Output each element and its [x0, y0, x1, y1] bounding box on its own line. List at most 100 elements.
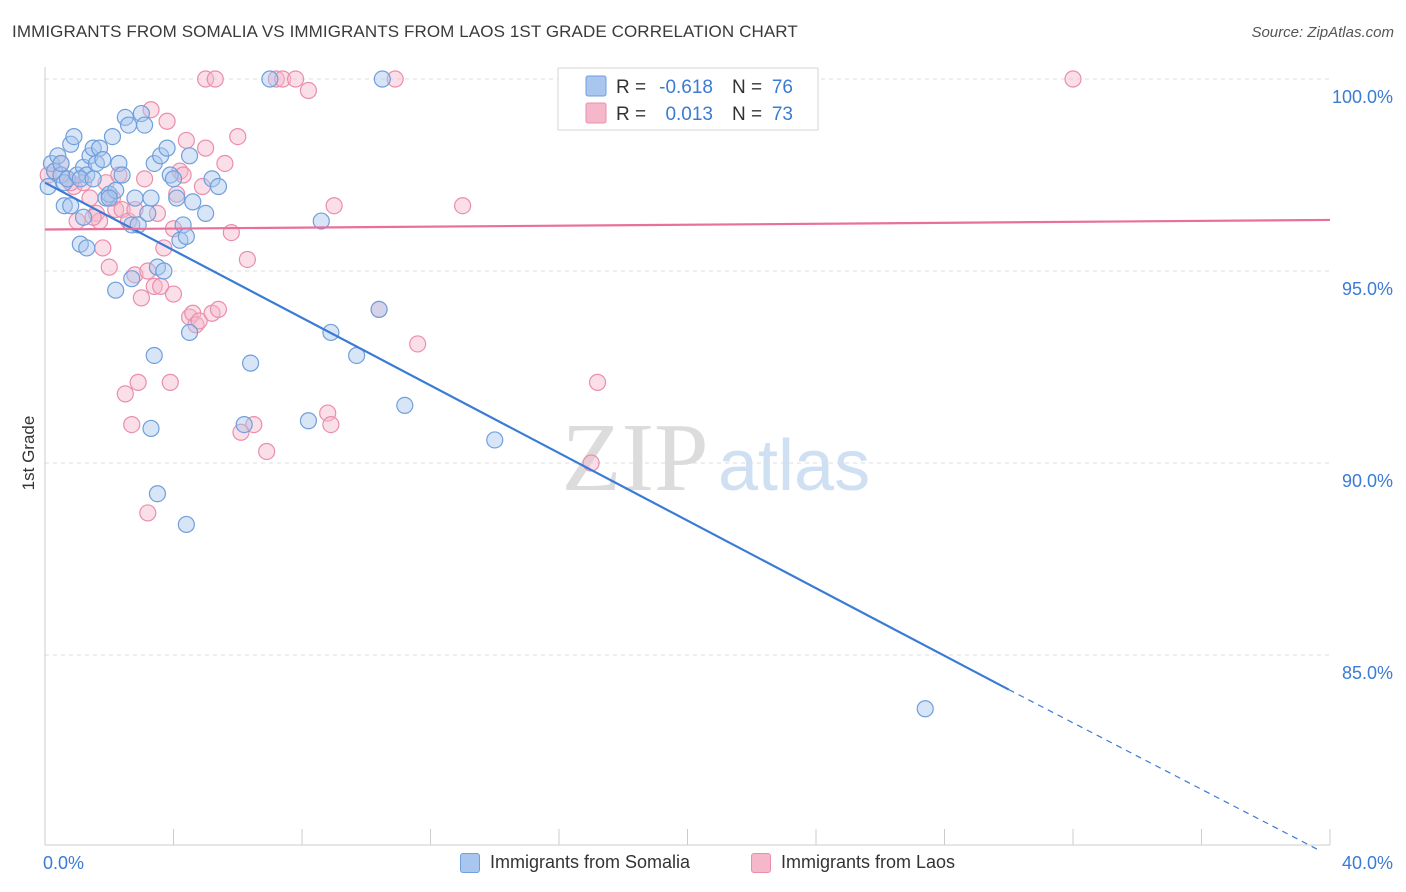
laos-point: [1064, 70, 1082, 88]
somalia-point: [261, 70, 279, 88]
somalia-point: [71, 170, 89, 188]
somalia-point: [126, 189, 144, 207]
source-label: Source: ZipAtlas.com: [1251, 24, 1394, 41]
somalia-point: [84, 170, 102, 188]
series-laos-points: [39, 70, 1082, 522]
legend-item-laos: Immigrants from Laos: [751, 852, 955, 873]
somalia-point: [142, 189, 160, 207]
somalia-point: [119, 116, 138, 134]
laos-point: [245, 416, 263, 434]
somalia-point: [158, 139, 176, 157]
laos-point: [132, 289, 150, 307]
somalia-point: [197, 204, 215, 222]
stats-r-label-laos: R =: [616, 104, 646, 125]
somalia-point: [107, 281, 125, 299]
somalia-point: [396, 396, 414, 414]
somalia-point: [52, 154, 70, 173]
laos-point: [409, 335, 427, 353]
somalia-point: [62, 197, 80, 215]
somalia-point: [142, 419, 160, 438]
laos-point: [588, 373, 607, 391]
stats-r-value-laos: 0.013: [665, 104, 713, 125]
somalia-point: [184, 193, 202, 211]
somalia-point: [103, 128, 122, 146]
laos-point: [386, 70, 404, 88]
laos-point: [148, 204, 167, 222]
legend-label-somalia: Immigrants from Somalia: [490, 852, 691, 872]
laos-point: [454, 197, 472, 215]
y-tick-label: 100.0%: [1332, 87, 1393, 107]
somalia-point: [58, 170, 77, 188]
somalia-point: [916, 700, 934, 718]
x-tick-label: 40.0%: [1342, 853, 1393, 873]
legend-label-laos: Immigrants from Laos: [781, 852, 956, 872]
somalia-point: [299, 412, 318, 430]
grid-lines: [45, 78, 1330, 656]
somalia-point: [78, 239, 96, 257]
somalia-point: [235, 416, 253, 434]
laos-trend-line: [44, 218, 1331, 231]
somalia-point: [39, 177, 57, 196]
laos-point: [197, 139, 215, 157]
somalia-trend-line: [44, 181, 1010, 691]
somalia-point: [148, 485, 167, 503]
stats-n-value-laos: 73: [772, 104, 793, 125]
somalia-point: [180, 323, 199, 342]
watermark-atlas: atlas: [718, 426, 870, 506]
somalia-point: [486, 431, 504, 449]
somalia-point: [370, 300, 388, 318]
laos-point: [145, 277, 163, 295]
somalia-point: [74, 208, 93, 226]
laos-point: [139, 504, 157, 522]
laos-point: [258, 442, 276, 461]
laos-point: [190, 312, 208, 330]
somalia-point: [65, 128, 83, 146]
y-tick-label: 85.0%: [1342, 663, 1393, 683]
trend-lines: [44, 181, 1331, 852]
laos-point: [129, 373, 147, 391]
somalia-point: [113, 166, 131, 184]
laos-point: [216, 154, 234, 173]
laos-point: [267, 70, 285, 88]
legend-swatch-laos: [751, 852, 771, 873]
somalia-point: [139, 204, 157, 222]
laos-point: [274, 70, 292, 88]
laos-point: [123, 416, 141, 434]
stats-n-label-laos: N =: [732, 104, 762, 125]
somalia-point: [164, 170, 183, 188]
laos-point: [299, 81, 318, 100]
somalia-point: [100, 189, 118, 207]
watermark: ZIP atlas: [562, 404, 871, 512]
laos-point: [100, 258, 118, 276]
laos-point: [582, 454, 600, 472]
laos-point: [174, 166, 192, 184]
laos-point: [286, 70, 305, 88]
stats-r-value-somalia: -0.618: [659, 77, 713, 98]
laos-point: [142, 101, 160, 119]
laos-point: [158, 112, 176, 130]
laos-point: [229, 128, 247, 146]
y-tick-label: 90.0%: [1342, 471, 1393, 491]
somalia-point: [135, 116, 154, 134]
somalia-point: [155, 262, 173, 280]
laos-point: [209, 300, 228, 318]
laos-point: [177, 131, 195, 150]
laos-point: [94, 239, 112, 257]
stats-n-value-somalia: 76: [772, 77, 793, 98]
somalia-point: [209, 177, 228, 196]
stats-n-label-somalia: N =: [732, 77, 762, 98]
somalia-point: [373, 70, 391, 88]
somalia-point: [94, 151, 112, 169]
laos-point: [206, 70, 224, 88]
stats-swatch-laos: [585, 102, 607, 124]
somalia-point: [177, 227, 195, 246]
laos-point: [197, 70, 215, 88]
legend-swatch-somalia: [460, 852, 480, 873]
laos-point: [161, 373, 179, 391]
y-axis-label: 1st Grade: [19, 416, 38, 491]
laos-point: [135, 170, 154, 188]
laos-point: [325, 197, 343, 215]
laos-point: [238, 250, 256, 269]
laos-point: [322, 416, 340, 434]
